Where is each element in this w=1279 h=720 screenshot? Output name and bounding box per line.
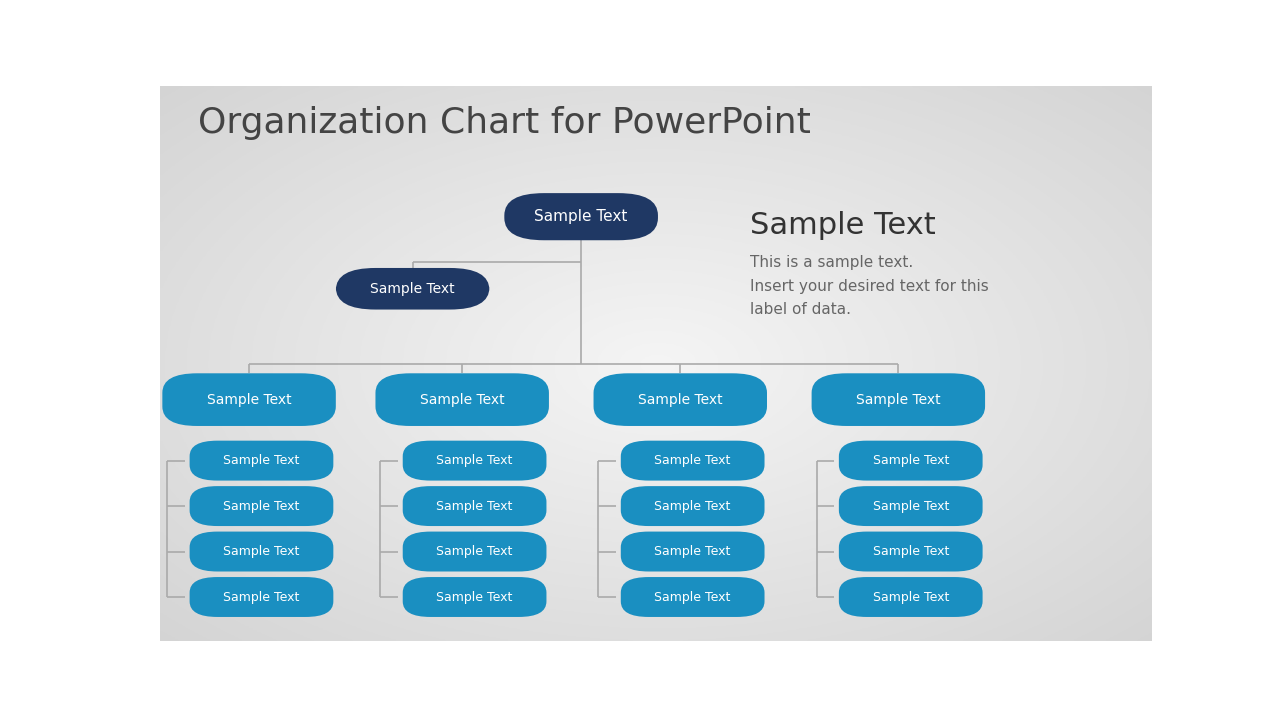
- Text: Sample Text: Sample Text: [436, 500, 513, 513]
- FancyBboxPatch shape: [403, 441, 546, 480]
- FancyBboxPatch shape: [336, 268, 490, 310]
- FancyBboxPatch shape: [403, 531, 546, 572]
- Text: Sample Text: Sample Text: [420, 392, 504, 407]
- FancyBboxPatch shape: [839, 531, 982, 572]
- Text: Sample Text: Sample Text: [436, 454, 513, 467]
- Text: Sample Text: Sample Text: [872, 500, 949, 513]
- Text: Sample Text: Sample Text: [207, 392, 292, 407]
- FancyBboxPatch shape: [504, 193, 657, 240]
- Text: Organization Chart for PowerPoint: Organization Chart for PowerPoint: [197, 106, 811, 140]
- FancyBboxPatch shape: [620, 486, 765, 526]
- Text: Sample Text: Sample Text: [655, 545, 730, 558]
- FancyBboxPatch shape: [839, 577, 982, 617]
- Text: Sample Text: Sample Text: [856, 392, 940, 407]
- FancyBboxPatch shape: [189, 577, 334, 617]
- FancyBboxPatch shape: [189, 441, 334, 480]
- FancyBboxPatch shape: [812, 373, 985, 426]
- Text: Sample Text: Sample Text: [655, 590, 730, 603]
- FancyBboxPatch shape: [189, 486, 334, 526]
- Text: This is a sample text.
Insert your desired text for this
label of data.: This is a sample text. Insert your desir…: [749, 256, 989, 318]
- FancyBboxPatch shape: [620, 577, 765, 617]
- Text: Sample Text: Sample Text: [872, 454, 949, 467]
- FancyBboxPatch shape: [403, 577, 546, 617]
- FancyBboxPatch shape: [839, 486, 982, 526]
- Text: Sample Text: Sample Text: [749, 211, 935, 240]
- FancyBboxPatch shape: [376, 373, 549, 426]
- Text: Sample Text: Sample Text: [224, 545, 299, 558]
- Text: Sample Text: Sample Text: [224, 500, 299, 513]
- Text: Sample Text: Sample Text: [638, 392, 723, 407]
- FancyBboxPatch shape: [162, 373, 336, 426]
- FancyBboxPatch shape: [593, 373, 767, 426]
- FancyBboxPatch shape: [189, 531, 334, 572]
- FancyBboxPatch shape: [620, 531, 765, 572]
- FancyBboxPatch shape: [620, 441, 765, 480]
- Text: Sample Text: Sample Text: [436, 545, 513, 558]
- Text: Sample Text: Sample Text: [224, 454, 299, 467]
- Text: Sample Text: Sample Text: [872, 590, 949, 603]
- Text: Sample Text: Sample Text: [224, 590, 299, 603]
- Text: Sample Text: Sample Text: [655, 500, 730, 513]
- Text: Sample Text: Sample Text: [872, 545, 949, 558]
- Text: Sample Text: Sample Text: [436, 590, 513, 603]
- Text: Sample Text: Sample Text: [655, 454, 730, 467]
- FancyBboxPatch shape: [403, 486, 546, 526]
- Text: Sample Text: Sample Text: [535, 210, 628, 224]
- Text: Sample Text: Sample Text: [371, 282, 455, 296]
- FancyBboxPatch shape: [839, 441, 982, 480]
